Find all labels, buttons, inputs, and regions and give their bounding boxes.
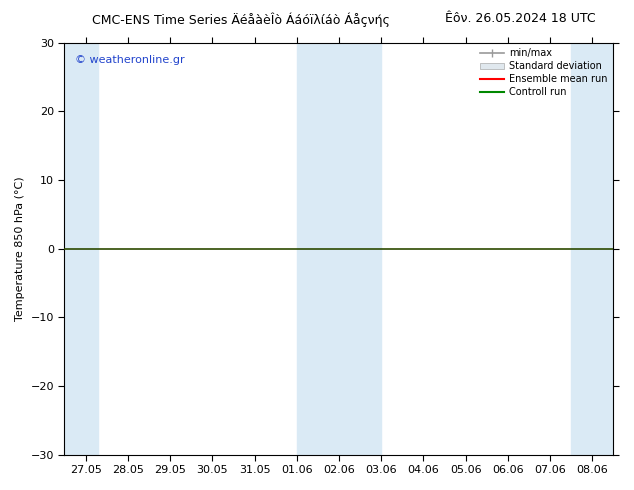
Text: © weatheronline.gr: © weatheronline.gr — [75, 55, 185, 65]
Bar — [65, 43, 98, 455]
Legend: min/max, Standard deviation, Ensemble mean run, Controll run: min/max, Standard deviation, Ensemble me… — [476, 45, 612, 101]
Text: CMC-ENS Time Series ÄéåàèÎò Ááóïλίáò Áåçνής: CMC-ENS Time Series ÄéåàèÎò Ááóïλίáò Áåç… — [92, 12, 390, 27]
Bar — [297, 43, 381, 455]
Text: Êôν. 26.05.2024 18 UTC: Êôν. 26.05.2024 18 UTC — [444, 12, 595, 25]
Y-axis label: Temperature 850 hPa (°C): Temperature 850 hPa (°C) — [15, 176, 25, 321]
Bar — [571, 43, 614, 455]
